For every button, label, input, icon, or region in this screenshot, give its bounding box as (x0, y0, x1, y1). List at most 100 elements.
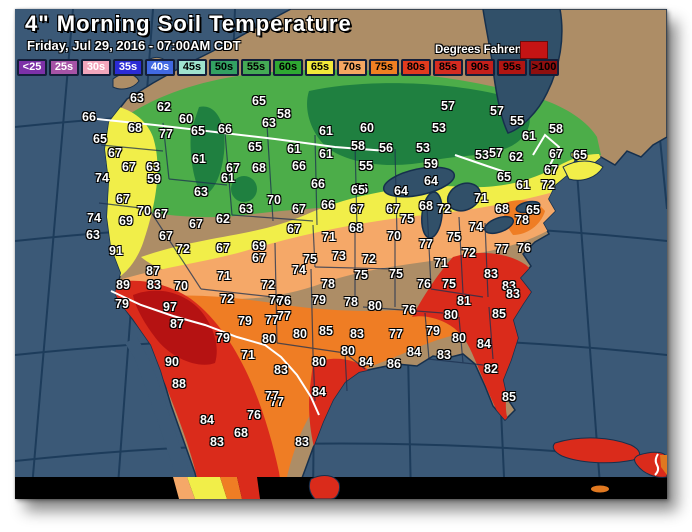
lake-superior (382, 166, 456, 198)
temp-label: 83 (295, 435, 309, 449)
temp-label: 72 (362, 252, 376, 266)
temp-label: 72 (462, 246, 476, 260)
lake-michigan (421, 191, 443, 239)
legend-item-60s: 60s (273, 59, 303, 76)
temp-label: 65 (248, 140, 262, 154)
temp-label: 65 (252, 94, 266, 108)
temp-label: 75 (354, 268, 368, 282)
temp-label: 68 (419, 199, 433, 213)
temp-label: 68 (349, 221, 363, 235)
legend: <25 25s 30s 35s 40s 45s 50s 55s 60s 65s 70s 75s 80s 8… (17, 59, 559, 76)
legend-item-25s: 25s (49, 59, 79, 76)
legend-item-70s: 70s (337, 59, 367, 76)
band-80s-red-southwest (105, 280, 283, 499)
temp-label: 71 (434, 256, 448, 270)
legend-item-100: >100 (529, 59, 559, 76)
legend-item-85s: 85s (433, 59, 463, 76)
temp-label: 68 (252, 161, 266, 175)
temp-label: 70 (387, 229, 401, 243)
page-title: 4" Morning Soil Temperature (25, 11, 352, 36)
temp-label: 58 (277, 107, 291, 121)
temp-label: 67 (116, 192, 130, 206)
temp-label: 65 (351, 183, 365, 197)
temp-label: 89 (116, 278, 130, 292)
temp-label: 75 (442, 277, 456, 291)
temp-label: 84 (477, 337, 491, 351)
band-low60s-darkgreen (190, 106, 225, 196)
temp-label: 67 (287, 222, 301, 236)
temp-label: 65 (526, 203, 540, 217)
temp-label: 85 (502, 390, 516, 404)
temp-label: 75 (400, 212, 414, 226)
temp-label: 66 (218, 122, 232, 136)
band-65s-yellow-central (141, 154, 605, 275)
soil-temperature-map: 4" Morning Soil Temperature Friday, Jul … (15, 9, 667, 499)
temp-label: 77 (265, 313, 279, 327)
temp-label: 83 (274, 363, 288, 377)
temp-label: 66 (292, 159, 306, 173)
temp-label: 79 (216, 331, 230, 345)
international-borders (96, 118, 561, 416)
temp-label: 67 (252, 251, 266, 265)
temp-label: 57 (490, 104, 504, 118)
temp-label: 83 (502, 279, 516, 293)
temp-label: 67 (226, 161, 240, 175)
temp-label: 80 (293, 327, 307, 341)
black-band (15, 477, 667, 499)
yucatan (308, 475, 340, 499)
legend-item-95s: 95s (497, 59, 527, 76)
cuba-island (552, 437, 640, 464)
jamaica-island (591, 485, 609, 493)
temp-label: 74 (292, 263, 306, 277)
temp-label: 72 (176, 242, 190, 256)
temp-label: 74 (95, 171, 109, 185)
temp-label: 60 (360, 121, 374, 135)
temp-label: 76 (269, 293, 283, 307)
date-line: Friday, Jul 29, 2016 - 07:00AM CDT (27, 38, 241, 53)
legend-item-65s: 65s (305, 59, 335, 76)
temp-label: 65 (497, 170, 511, 184)
temp-label: 69 (252, 239, 266, 253)
us-canada-border (96, 118, 388, 152)
band-65s-yellow-west (105, 104, 158, 285)
temp-label: 80 (368, 299, 382, 313)
legend-item-50s: 50s (209, 59, 239, 76)
temp-label: 62 (216, 212, 230, 226)
temp-label: 78 (321, 277, 335, 291)
temp-label: 61 (516, 178, 530, 192)
temp-label: 67 (154, 207, 168, 221)
temp-label: 79 (238, 314, 252, 328)
temp-label: 90 (165, 355, 179, 369)
band-50s-darkgreen (307, 83, 530, 165)
temp-label: 74 (87, 211, 101, 225)
temp-label: 61 (522, 129, 536, 143)
temp-label: 61 (319, 124, 333, 138)
temp-label: 61 (221, 171, 235, 185)
temp-label: 67 (549, 147, 563, 161)
temp-label: 53 (432, 121, 446, 135)
temp-label: 84 (312, 385, 326, 399)
temp-label: 61 (192, 152, 206, 166)
temp-label: 53 (416, 141, 430, 155)
units-label: Degrees Fahrenheit (435, 44, 543, 56)
temp-label: 68 (128, 121, 142, 135)
temp-label: 84 (200, 413, 214, 427)
temp-label: 76 (517, 241, 531, 255)
temp-label: 78 (344, 295, 358, 309)
temp-label: 59 (147, 172, 161, 186)
temp-label: 58 (351, 139, 365, 153)
map-graphic (15, 9, 667, 499)
temp-label: 65 (191, 124, 205, 138)
temp-label: 83 (484, 267, 498, 281)
temp-label: 87 (146, 264, 160, 278)
temp-label: 76 (277, 294, 291, 308)
temp-label: 67 (108, 146, 122, 160)
temp-label: 84 (407, 345, 421, 359)
temp-label: 75 (303, 252, 317, 266)
temp-label: 67 (386, 202, 400, 216)
temp-label: 66 (354, 182, 368, 196)
temp-label: 79 (426, 324, 440, 338)
legend-item-45s: 45s (177, 59, 207, 76)
temp-label: 64 (394, 184, 408, 198)
